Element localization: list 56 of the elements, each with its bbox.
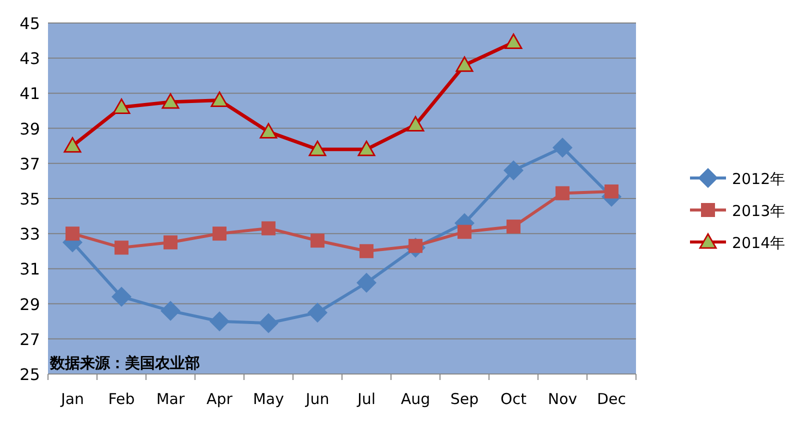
- point: [504, 160, 524, 180]
- annotation: 数据来源：美国农业部: [49, 354, 200, 372]
- point: [504, 34, 522, 50]
- point: [260, 123, 278, 139]
- point: [406, 116, 424, 132]
- point: [64, 137, 82, 153]
- y-tick-label: 43: [20, 49, 40, 68]
- x-tick-label: Mar: [156, 390, 186, 408]
- point: [258, 313, 278, 334]
- point: [552, 138, 572, 158]
- point: [506, 220, 520, 234]
- x-tick-label: Sep: [450, 390, 479, 408]
- y-tick-label: 27: [20, 330, 40, 349]
- point: [66, 226, 80, 241]
- point: [356, 272, 376, 293]
- point: [164, 235, 178, 250]
- point: [210, 91, 228, 107]
- y-tick-label: 29: [20, 294, 40, 314]
- x-tick-label: Apr: [206, 390, 234, 408]
- y-tick-label: 39: [20, 119, 40, 138]
- legend-label: 2014年: [732, 234, 786, 252]
- y-tick-label: 41: [20, 84, 40, 104]
- point: [308, 302, 328, 323]
- x-tick-label: Jun: [304, 390, 330, 408]
- point: [114, 240, 128, 255]
- point: [210, 311, 230, 332]
- point: [160, 300, 180, 321]
- point: [212, 226, 226, 241]
- y-tick-label: 33: [20, 224, 40, 244]
- point: [112, 98, 130, 114]
- legend-label: 2012年: [732, 170, 786, 188]
- point: [456, 56, 474, 72]
- x-tick-label: Aug: [400, 390, 430, 408]
- point: [604, 184, 618, 198]
- y-tick-label: 45: [20, 14, 40, 33]
- point: [458, 224, 472, 239]
- y-tick-label: 25: [20, 365, 40, 384]
- x-tick-label: Feb: [108, 390, 135, 408]
- x-tick-label: Oct: [500, 390, 527, 408]
- y-tick-label: 37: [20, 154, 40, 174]
- point: [358, 140, 376, 156]
- point: [310, 234, 324, 248]
- x-tick-label: May: [252, 390, 284, 408]
- legend-label: 2013年: [732, 202, 786, 220]
- point: [556, 186, 570, 200]
- point: [262, 221, 276, 236]
- point: [360, 244, 374, 258]
- x-tick-label: Nov: [548, 390, 578, 408]
- point: [112, 286, 132, 307]
- x-tick-label: Jul: [356, 390, 376, 408]
- point: [308, 140, 326, 156]
- point: [162, 93, 180, 109]
- x-tick-label: Jan: [60, 390, 84, 408]
- y-tick-label: 35: [20, 190, 40, 208]
- x-tick-label: Dec: [596, 390, 626, 408]
- y-tick-label: 31: [20, 260, 40, 279]
